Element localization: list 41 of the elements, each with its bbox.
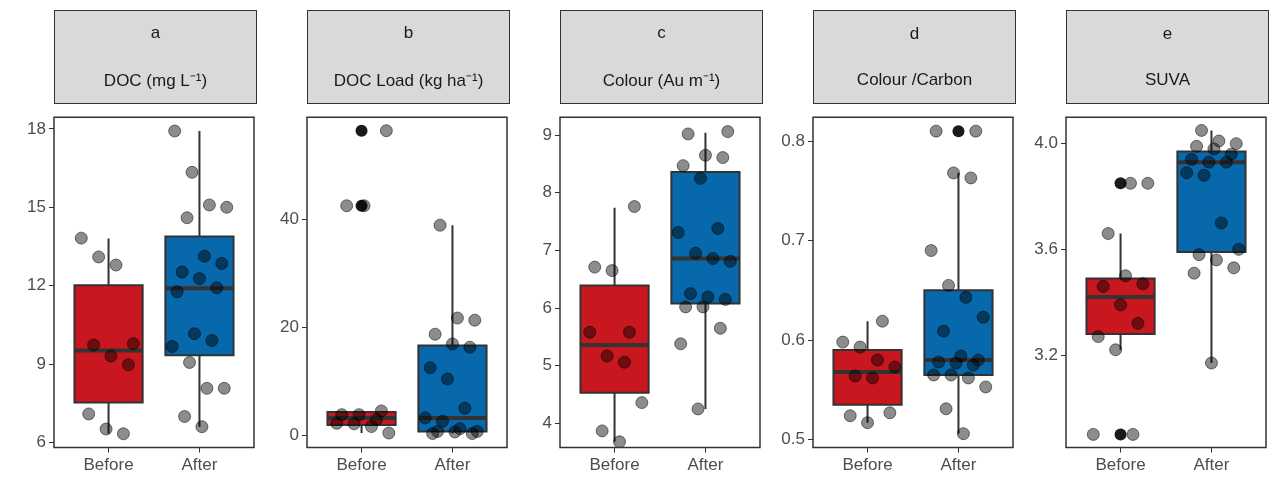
y-tick-label: 0.5: [781, 429, 805, 449]
y-tick-label: 4: [542, 413, 552, 433]
y-tick-label: 3.6: [1034, 239, 1058, 259]
x-tick-label: Before: [842, 455, 893, 475]
chart-title: e: [1161, 24, 1174, 44]
y-tick-label: 12: [27, 275, 46, 295]
x-tick-label: After: [181, 455, 218, 475]
chart-title: a: [149, 23, 162, 44]
chart-subtitle: Colour (Au m⁻¹): [601, 69, 722, 91]
x-tick-label: After: [687, 455, 724, 475]
chart-title: d: [908, 24, 921, 44]
y-tick-label: 0.7: [781, 230, 805, 250]
x-tick-label: Before: [83, 455, 134, 475]
y-tick-label: 4.0: [1034, 133, 1058, 153]
chart-subtitle: DOC (mg L⁻¹): [102, 69, 209, 91]
y-tick-label: 9: [36, 353, 46, 373]
chart-subtitle: Colour /Carbon: [855, 70, 974, 90]
y-tick-label: 0.6: [781, 329, 805, 349]
y-tick-label: 6: [36, 432, 46, 452]
y-tick-label: 9: [542, 124, 552, 144]
y-tick-label: 20: [280, 317, 299, 337]
chart-subtitle: DOC Load (kg ha⁻¹): [332, 69, 485, 91]
chart-title: b: [402, 23, 415, 44]
y-tick-label: 0.8: [781, 130, 805, 150]
x-tick-label: Before: [1095, 455, 1146, 475]
y-tick-label: 8: [542, 182, 552, 202]
y-tick-label: 0: [289, 425, 299, 445]
y-tick-label: 3.2: [1034, 344, 1058, 364]
x-tick-label: After: [1193, 455, 1230, 475]
y-tick-label: 5: [542, 355, 552, 375]
y-tick-label: 6: [542, 297, 552, 317]
chart-subtitle: SUVA: [1143, 70, 1191, 90]
x-tick-label: Before: [336, 455, 387, 475]
chart-title: c: [656, 23, 667, 44]
y-tick-label: 18: [27, 118, 46, 138]
x-tick-label: Before: [589, 455, 640, 475]
y-tick-label: 40: [280, 209, 299, 229]
x-tick-label: After: [434, 455, 471, 475]
y-tick-label: 7: [542, 240, 552, 260]
x-tick-label: After: [940, 455, 977, 475]
y-tick-label: 15: [27, 197, 46, 216]
